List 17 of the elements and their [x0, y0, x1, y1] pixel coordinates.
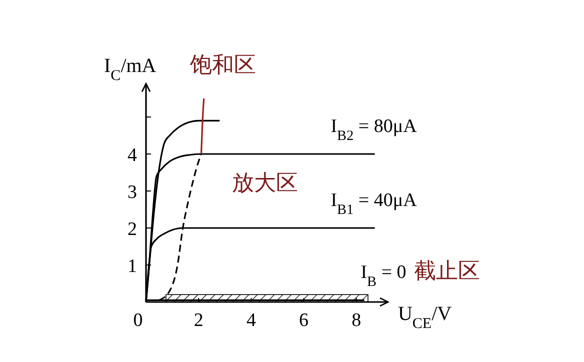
text: 截止区 [414, 259, 480, 284]
x-tick-label: 4 [246, 310, 256, 331]
x-tick-label: 0 [133, 310, 143, 331]
x-tick-label: 2 [194, 310, 204, 331]
y-tick-label: 1 [128, 256, 137, 277]
y-axis-title: I$_{C}$/mA [104, 55, 157, 84]
y-tick-label: 2 [128, 219, 137, 240]
text: 饱和区 [189, 53, 256, 78]
x-tick-label: 6 [299, 310, 309, 331]
x-tick-label: 8 [352, 310, 362, 331]
y-tick-label: 3 [128, 182, 137, 203]
y-tick-label: 4 [128, 145, 138, 166]
series-label: I$_{B1}$ = 40μA [330, 190, 418, 218]
series-label: I$_{B}$ = 0 [360, 262, 406, 290]
x-axis-title: U$_{CE}$/V [398, 303, 452, 332]
series-label: I$_{B2}$ = 80μA [330, 116, 418, 144]
annotation: 放大区 [232, 171, 298, 196]
